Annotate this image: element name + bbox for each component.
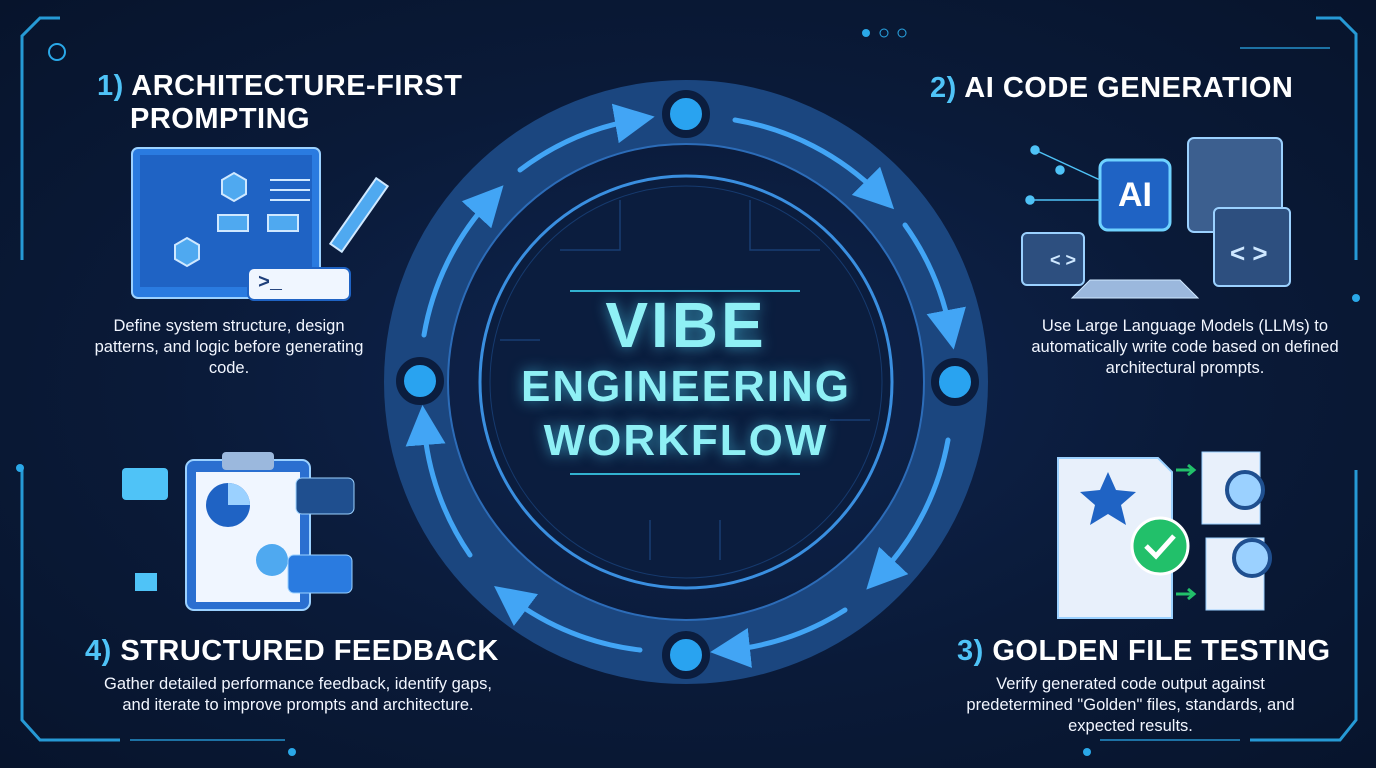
center-title-line: VIBE	[605, 289, 767, 361]
frame-decoration	[20, 16, 1358, 742]
blueprint-pencil-icon	[131, 147, 390, 301]
step-title-line: ARCHITECTURE-FIRST	[131, 70, 463, 102]
step-number: 1)	[97, 70, 124, 102]
step-2-desc: Use Large Language Models (LLMs) to auto…	[1031, 317, 1339, 377]
step-title-line: GOLDEN FILE TESTING	[992, 635, 1331, 667]
step-title-line: PROMPTING	[130, 103, 311, 135]
step-3-desc: Verify generated code output against pre…	[966, 675, 1295, 735]
workflow-ring	[384, 80, 988, 684]
svg-text:< >: < >	[1050, 250, 1076, 270]
step-number: 2)	[930, 72, 957, 104]
center-title: VIBE ENGINEERING WORKFLOW	[486, 290, 886, 468]
ring-node	[396, 90, 979, 679]
center-title-line: WORKFLOW	[543, 416, 829, 465]
step-title-line: AI CODE GENERATION	[964, 72, 1294, 104]
step-2-title: 2) AI CODE GENERATION	[930, 72, 1293, 105]
step-number: 3)	[957, 635, 984, 667]
ai-chip-code-icon: < > < >	[1021, 137, 1291, 299]
clipboard-feedback-icon	[122, 452, 355, 611]
step-number: 4)	[85, 635, 112, 667]
terminal-prompt: >_	[258, 272, 283, 295]
step-1-desc: Define system structure, design patterns…	[94, 317, 364, 377]
step-4-title: 4) STRUCTURED FEEDBACK	[85, 635, 499, 668]
step-title-line: STRUCTURED FEEDBACK	[120, 635, 499, 667]
center-title-line: ENGINEERING	[520, 362, 852, 411]
step-3-title: 3) GOLDEN FILE TESTING	[957, 635, 1331, 668]
svg-text:< >: < >	[1230, 238, 1268, 268]
step-4-desc: Gather detailed performance feedback, id…	[104, 675, 492, 714]
step-1-title: 1) ARCHITECTURE-FIRST PROMPTING	[97, 70, 462, 136]
ai-chip-label: AI	[1118, 176, 1152, 214]
golden-file-check-icon	[1057, 451, 1272, 619]
